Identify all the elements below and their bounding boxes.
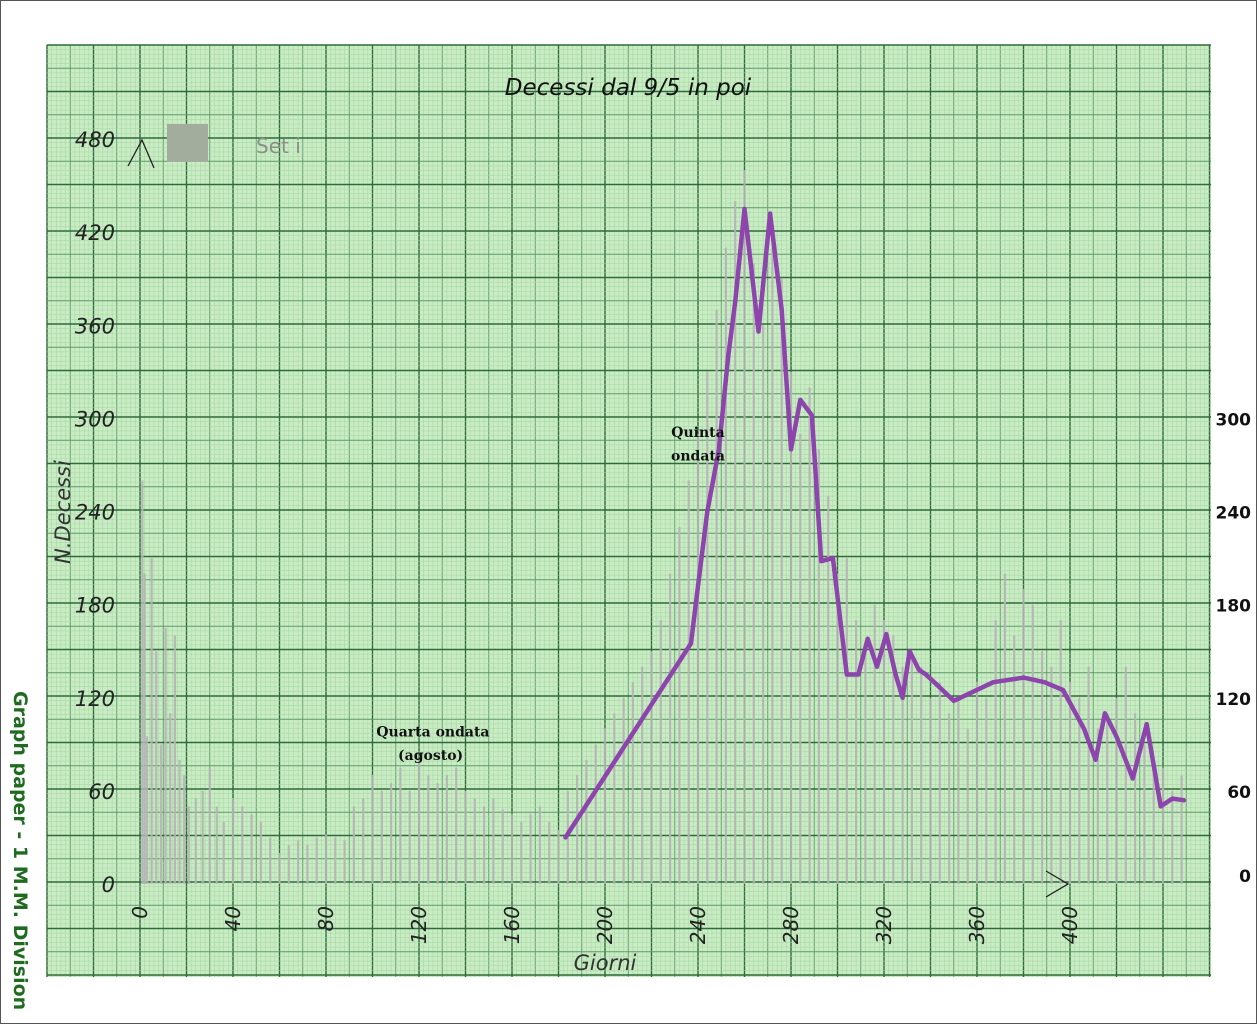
- y-axis-label: N.Decessi: [51, 460, 75, 564]
- x-axis-arrow-icon: [1045, 870, 1070, 898]
- y-tick-label-left: 120: [75, 687, 115, 711]
- y-tick-label-left: 240: [75, 501, 115, 525]
- daily-bars: [141, 170, 1183, 884]
- annotation-label: Quarta ondata: [376, 725, 489, 741]
- y-tick-label-left: 480: [75, 128, 115, 152]
- annotation-label: Quinta: [671, 425, 724, 441]
- x-tick-label: 200: [593, 906, 617, 944]
- x-tick-label: 400: [1058, 906, 1082, 944]
- y-tick-label-right: 120: [1216, 690, 1252, 710]
- legend-swatch: [167, 124, 208, 162]
- trend-line-layer: [563, 206, 1187, 840]
- chart-title: Decessi dal 9/5 in poi: [505, 75, 752, 101]
- y-tick-label-left: 300: [75, 407, 115, 431]
- x-tick-label: 240: [686, 906, 710, 944]
- annotation-label: ondata: [671, 448, 725, 464]
- y-tick-label-right: 60: [1227, 783, 1251, 803]
- x-tick-label: 280: [779, 906, 803, 944]
- y-tick-label-left: 180: [75, 594, 115, 618]
- y-tick-label-left: 360: [75, 314, 115, 338]
- y-axis-arrow-icon: [127, 138, 155, 169]
- y-tick-label-left: 420: [75, 221, 115, 245]
- y-tick-label-right: 0: [1239, 867, 1251, 887]
- x-tick-label: 160: [500, 906, 524, 944]
- x-tick-label: 0: [128, 906, 152, 919]
- y-tick-label-left: 60: [88, 780, 115, 804]
- y-tick-label-right: 300: [1216, 410, 1252, 430]
- x-tick-label: 40: [221, 906, 245, 931]
- legend-label: Set i: [256, 134, 301, 158]
- graph-paper-caption: Graph paper - 1 M.M. Division: [9, 691, 31, 1011]
- x-axis-label: Giorni: [574, 951, 637, 975]
- y-tick-label-left: 0: [102, 873, 115, 897]
- x-tick-label: 120: [407, 906, 431, 944]
- graph-paper-grid: [46, 44, 1211, 977]
- trend-line: [563, 206, 1187, 840]
- y-tick-label-right: 240: [1216, 504, 1252, 524]
- axis-ticks: 0 40 80 120 160 200 240 280 320 360 400 0 60 120 180 24…: [75, 128, 1251, 944]
- y-tick-label-right: 180: [1216, 597, 1252, 617]
- x-tick-label: 80: [314, 906, 338, 931]
- annotation-label: (agosto): [398, 748, 463, 764]
- x-tick-label: 360: [965, 906, 989, 944]
- annotations: Quinta ondata Quarta ondata (agosto): [376, 425, 725, 764]
- x-tick-label: 320: [872, 906, 896, 944]
